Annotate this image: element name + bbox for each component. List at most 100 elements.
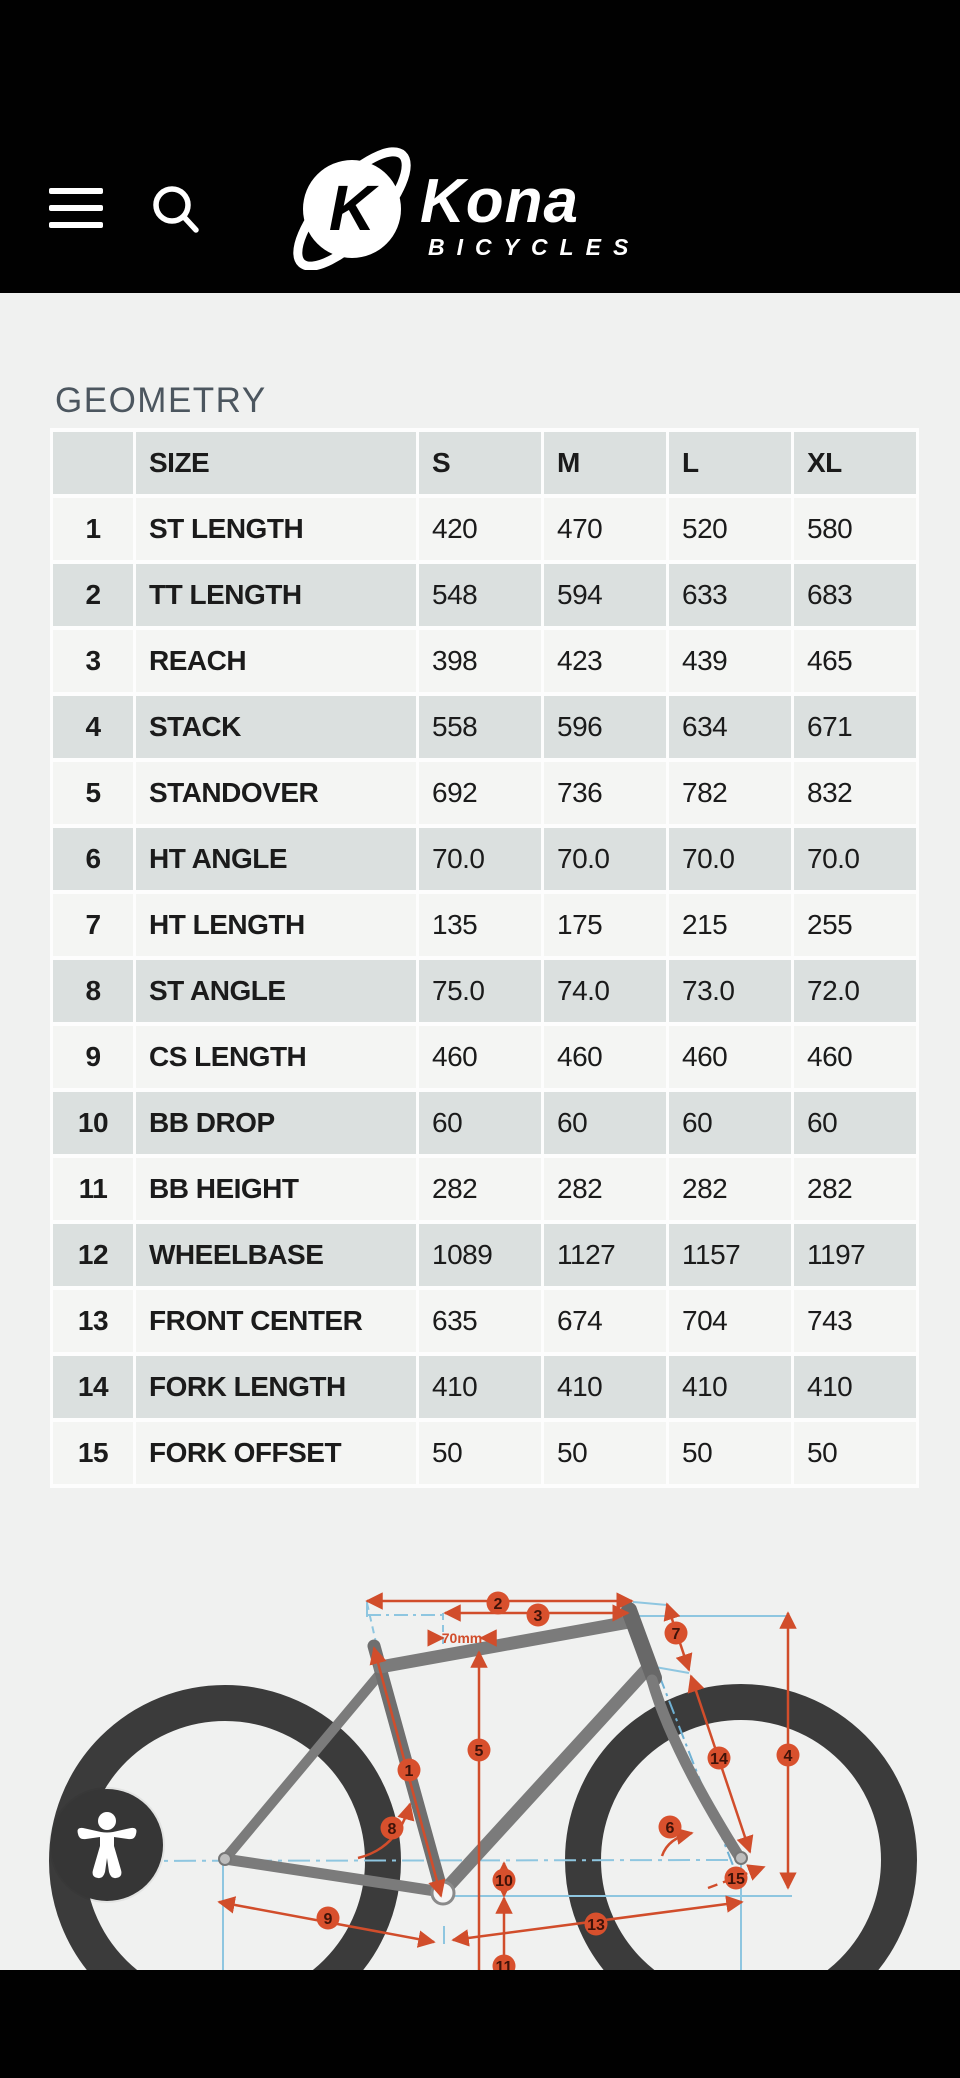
bike-geometry-diagram: 70mm 1 2 3 4 5 6 7 8 9 10 11 13 14 15 bbox=[0, 1590, 960, 1970]
measurement-label: TT LENGTH bbox=[136, 564, 416, 626]
measurement-value: 50 bbox=[669, 1422, 791, 1484]
row-number: 14 bbox=[53, 1356, 133, 1418]
offset-70mm-label: 70mm bbox=[442, 1630, 482, 1646]
measurement-value: 410 bbox=[544, 1356, 666, 1418]
measurement-value: 692 bbox=[419, 762, 541, 824]
svg-text:7: 7 bbox=[672, 1626, 681, 1643]
measurement-value: 70.0 bbox=[544, 828, 666, 890]
diagram-marker bbox=[776, 1743, 800, 1767]
measurement-value: 50 bbox=[544, 1422, 666, 1484]
table-row: 15 FORK OFFSET 50 50 50 50 bbox=[53, 1422, 916, 1484]
measurement-value: 60 bbox=[794, 1092, 916, 1154]
search-icon[interactable] bbox=[148, 181, 204, 237]
measurement-value: 460 bbox=[794, 1026, 916, 1088]
diagram-marker bbox=[584, 1912, 608, 1936]
svg-text:K: K bbox=[329, 172, 380, 244]
measurement-value: 70.0 bbox=[794, 828, 916, 890]
measurement-value: 520 bbox=[669, 498, 791, 560]
accessibility-button[interactable] bbox=[51, 1789, 163, 1901]
row-number: 5 bbox=[53, 762, 133, 824]
measurement-value: 135 bbox=[419, 894, 541, 956]
column-header: L bbox=[669, 432, 791, 494]
column-header: S bbox=[419, 432, 541, 494]
measurement-value: 282 bbox=[669, 1158, 791, 1220]
accessibility-person-icon bbox=[77, 1812, 137, 1879]
measurement-value: 410 bbox=[669, 1356, 791, 1418]
table-row: 1 ST LENGTH 420 470 520 580 bbox=[53, 498, 916, 560]
row-number: 7 bbox=[53, 894, 133, 956]
table-row: 6 HT ANGLE 70.0 70.0 70.0 70.0 bbox=[53, 828, 916, 890]
row-number: 9 bbox=[53, 1026, 133, 1088]
measurement-value: 743 bbox=[794, 1290, 916, 1352]
menu-icon[interactable] bbox=[49, 188, 103, 228]
diagram-marker bbox=[397, 1758, 421, 1782]
measurement-value: 460 bbox=[544, 1026, 666, 1088]
measurement-value: 60 bbox=[669, 1092, 791, 1154]
measurement-value: 633 bbox=[669, 564, 791, 626]
row-number: 4 bbox=[53, 696, 133, 758]
measurement-value: 1089 bbox=[419, 1224, 541, 1286]
svg-text:5: 5 bbox=[475, 1743, 484, 1760]
geometry-table: SIZE S M L XL 1 ST LENGTH 420 470 520 580 2 TT LENG… bbox=[50, 428, 919, 1488]
table-row: 7 HT LENGTH 135 175 215 255 bbox=[53, 894, 916, 956]
measurement-label: HT ANGLE bbox=[136, 828, 416, 890]
measurement-value: 832 bbox=[794, 762, 916, 824]
measurement-value: 782 bbox=[669, 762, 791, 824]
table-row: 3 REACH 398 423 439 465 bbox=[53, 630, 916, 692]
table-row: 4 STACK 558 596 634 671 bbox=[53, 696, 916, 758]
column-header: M bbox=[544, 432, 666, 494]
measurement-value: 175 bbox=[544, 894, 666, 956]
table-row: 11 BB HEIGHT 282 282 282 282 bbox=[53, 1158, 916, 1220]
svg-text:4: 4 bbox=[784, 1748, 793, 1765]
measurement-value: 50 bbox=[419, 1422, 541, 1484]
measurement-label: FRONT CENTER bbox=[136, 1290, 416, 1352]
row-number: 6 bbox=[53, 828, 133, 890]
measurement-value: 460 bbox=[419, 1026, 541, 1088]
row-number: 8 bbox=[53, 960, 133, 1022]
measurement-value: 282 bbox=[794, 1158, 916, 1220]
diagram-marker bbox=[664, 1621, 688, 1645]
measurement-label: ST LENGTH bbox=[136, 498, 416, 560]
measurement-value: 736 bbox=[544, 762, 666, 824]
measurement-value: 558 bbox=[419, 696, 541, 758]
table-row: 2 TT LENGTH 548 594 633 683 bbox=[53, 564, 916, 626]
svg-text:6: 6 bbox=[666, 1820, 675, 1837]
row-number: 3 bbox=[53, 630, 133, 692]
row-number: 15 bbox=[53, 1422, 133, 1484]
row-number: 10 bbox=[53, 1092, 133, 1154]
kona-logo[interactable]: K Kona BICYCLES bbox=[288, 130, 678, 271]
measurement-label: WHEELBASE bbox=[136, 1224, 416, 1286]
measurement-label: STANDOVER bbox=[136, 762, 416, 824]
site-footer bbox=[0, 1970, 960, 2078]
measurement-value: 1197 bbox=[794, 1224, 916, 1286]
diagram-marker bbox=[492, 1954, 516, 1970]
diagram-marker bbox=[316, 1906, 340, 1930]
measurement-value: 674 bbox=[544, 1290, 666, 1352]
column-header: XL bbox=[794, 432, 916, 494]
diagram-marker bbox=[707, 1746, 731, 1770]
measurement-value: 460 bbox=[669, 1026, 791, 1088]
measurement-value: 420 bbox=[419, 498, 541, 560]
row-number: 1 bbox=[53, 498, 133, 560]
measurement-label: FORK OFFSET bbox=[136, 1422, 416, 1484]
table-row: 5 STANDOVER 692 736 782 832 bbox=[53, 762, 916, 824]
page-title: GEOMETRY bbox=[55, 381, 267, 420]
svg-text:3: 3 bbox=[534, 1608, 543, 1625]
table-row: 12 WHEELBASE 1089 1127 1157 1197 bbox=[53, 1224, 916, 1286]
measurement-value: 50 bbox=[794, 1422, 916, 1484]
svg-text:10: 10 bbox=[495, 1873, 513, 1890]
row-number: 13 bbox=[53, 1290, 133, 1352]
measurement-label: FORK LENGTH bbox=[136, 1356, 416, 1418]
measurement-value: 215 bbox=[669, 894, 791, 956]
measurement-value: 60 bbox=[419, 1092, 541, 1154]
measurement-label: BB HEIGHT bbox=[136, 1158, 416, 1220]
measurement-label: REACH bbox=[136, 630, 416, 692]
svg-text:11: 11 bbox=[496, 1959, 513, 1970]
table-row: 8 ST ANGLE 75.0 74.0 73.0 72.0 bbox=[53, 960, 916, 1022]
measurement-label: HT LENGTH bbox=[136, 894, 416, 956]
svg-text:8: 8 bbox=[388, 1821, 397, 1838]
logo-tagline-text: BICYCLES bbox=[428, 234, 640, 260]
measurement-label: ST ANGLE bbox=[136, 960, 416, 1022]
measurement-value: 580 bbox=[794, 498, 916, 560]
measurement-value: 596 bbox=[544, 696, 666, 758]
